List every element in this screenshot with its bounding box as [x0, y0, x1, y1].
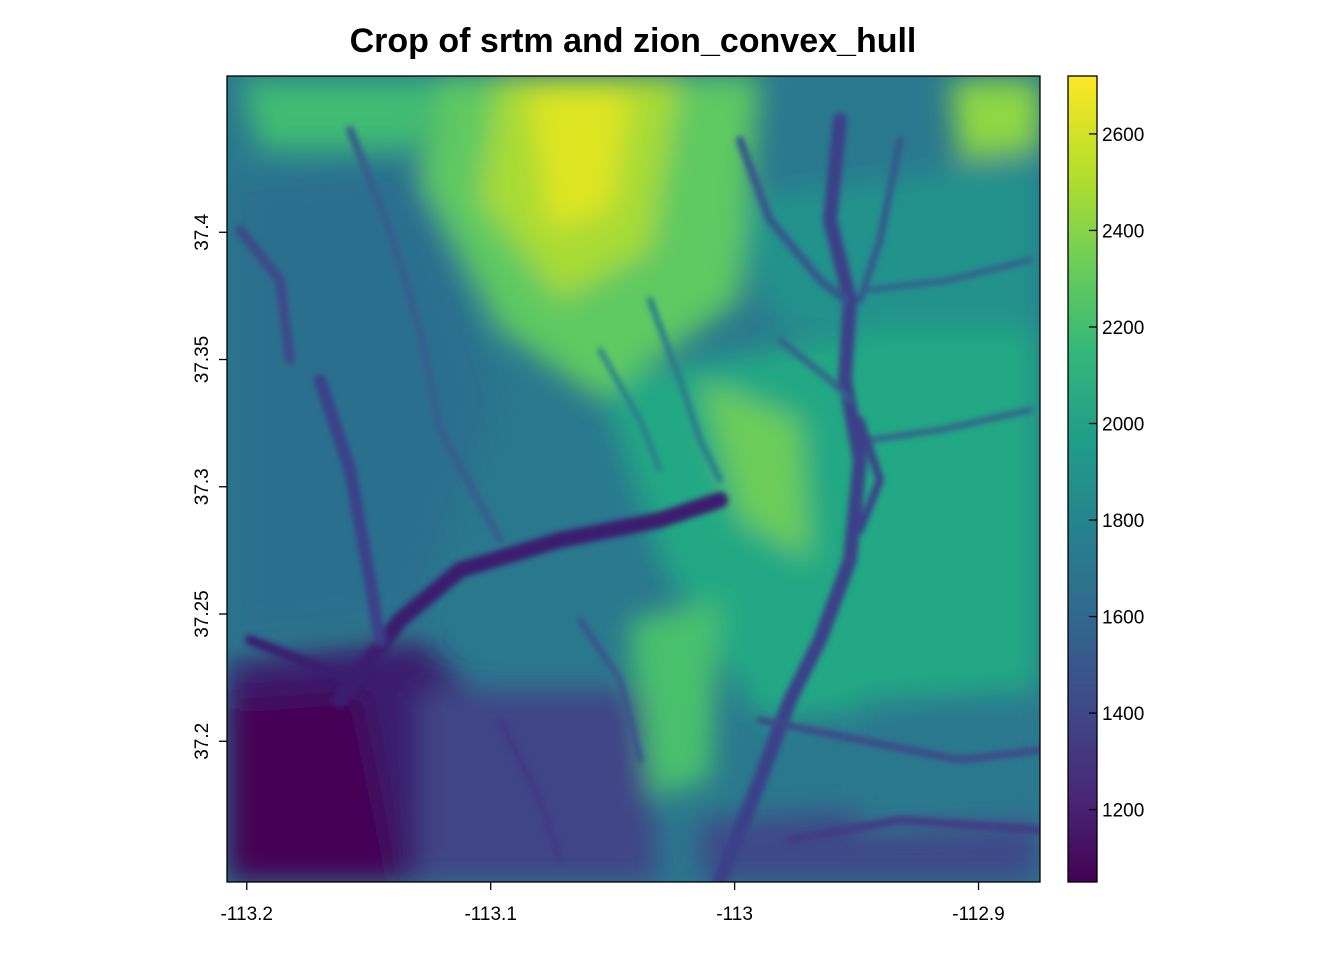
y-axis: 37.2 37.25 37.3 37.35 37.4: [192, 213, 227, 760]
y-tick-label: 37.4: [192, 213, 213, 250]
colorbar-tick-label: 2000: [1102, 414, 1144, 435]
colorbar-gradient: [1067, 75, 1098, 883]
map-frame: [226, 75, 1041, 883]
y-tick-label: 37.25: [192, 590, 213, 638]
colorbar-tick-label: 2400: [1102, 221, 1144, 242]
colorbar-tick-label: 1600: [1102, 608, 1144, 629]
colorbar-legend: 1200 1400 1600 1800 2000 2200 2400 2600: [1067, 75, 1144, 883]
x-axis: -113.2 -113.1 -113 -112.9: [221, 882, 1005, 925]
colorbar-ticks: 1200 1400 1600 1800 2000 2200 2400 2600: [1089, 125, 1144, 822]
y-tick-label: 37.35: [192, 336, 213, 384]
elevation-raster: [227, 76, 1040, 882]
x-tick-label: -113: [716, 904, 753, 925]
x-tick-label: -112.9: [952, 904, 1004, 925]
y-tick-label: 37.3: [192, 468, 213, 505]
x-tick-label: -113.1: [464, 904, 516, 925]
chart-title: Crop of srtm and zion_convex_hull: [349, 22, 917, 60]
colorbar-tick-label: 1200: [1102, 801, 1144, 822]
colorbar-tick-label: 1800: [1102, 511, 1144, 532]
colorbar-tick-label: 1400: [1102, 704, 1144, 725]
x-tick-label: -113.2: [221, 904, 273, 925]
y-tick-label: 37.2: [192, 723, 213, 760]
colorbar-tick-label: 2200: [1102, 318, 1144, 339]
colorbar-tick-label: 2600: [1102, 125, 1144, 146]
